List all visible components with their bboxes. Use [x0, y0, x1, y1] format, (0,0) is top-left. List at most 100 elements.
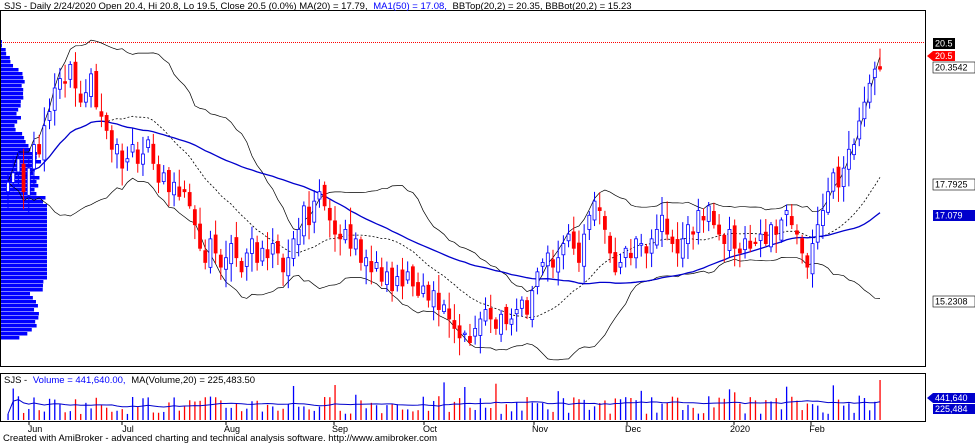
profile-bar [1, 100, 21, 104]
profile-bar [1, 288, 43, 292]
candle-body [369, 261, 374, 273]
candle-body [42, 125, 47, 161]
x-tick-label: Jun [28, 424, 43, 434]
volume-bar [106, 407, 108, 420]
volume-bar [282, 408, 284, 420]
candle-body [660, 214, 664, 232]
candle-body [670, 236, 675, 244]
volume-bar [531, 402, 533, 420]
volume-bar [12, 388, 14, 420]
volume-bar [645, 413, 648, 420]
candle-body [686, 224, 690, 245]
candle-body [800, 238, 805, 254]
candle-body [395, 276, 400, 287]
volume-bar [671, 396, 674, 420]
candle-body [146, 139, 151, 148]
volume-ma-value: 225,484 [935, 404, 968, 414]
candle-body [322, 184, 327, 207]
volume-bar [391, 404, 393, 420]
candle-body [577, 242, 581, 263]
volume-bar [599, 403, 601, 420]
volume-bar [386, 405, 388, 420]
profile-bar [1, 264, 47, 268]
candle-body [343, 229, 348, 241]
candle-body [805, 255, 810, 268]
volume-bar [760, 413, 762, 420]
volume-bar [874, 401, 876, 420]
volume-bar [458, 398, 461, 420]
volume-bar [194, 401, 196, 420]
volume-bar [583, 399, 585, 420]
candle-body [504, 306, 509, 325]
bbtop-label: 20.3542 [932, 61, 975, 74]
volume-bar [246, 408, 248, 420]
profile-bar [1, 276, 47, 280]
volume-bar [111, 411, 113, 420]
candle-body [561, 243, 566, 256]
profile-bar [1, 280, 44, 284]
profile-bar [1, 160, 42, 164]
volume-bar [796, 400, 798, 420]
volume-bar [567, 412, 570, 420]
profile-bar [1, 328, 32, 332]
volume-bar [74, 399, 77, 420]
bbbot-value: 15.2308 [935, 297, 968, 307]
candle-body [208, 238, 213, 268]
candle-body [795, 230, 799, 235]
volume-bar [552, 411, 554, 420]
volume-bar [697, 413, 700, 420]
candle-body [229, 243, 234, 265]
candle-body [613, 252, 618, 273]
x-tick-label: Feb [809, 424, 825, 434]
candle-body [6, 181, 10, 193]
volume-bar [69, 411, 71, 420]
volume-bar [785, 386, 788, 420]
candle-body [68, 64, 73, 80]
profile-bar [1, 48, 6, 52]
volume-bar [189, 400, 191, 420]
profile-bar [1, 184, 39, 188]
candle-body [442, 304, 446, 312]
candle-body [717, 224, 721, 235]
candle-body [182, 189, 187, 193]
volume-bar [168, 402, 170, 420]
volume-bar [739, 403, 741, 420]
candle-body [452, 320, 457, 329]
volume-bar [80, 413, 82, 420]
candle-body [675, 239, 680, 254]
volume-bar [157, 412, 160, 420]
profile-bar [1, 152, 37, 156]
volume-bar [360, 400, 362, 420]
volume-bar [230, 407, 232, 420]
candle-body [16, 158, 21, 173]
last-close-value: 20.5 [935, 39, 953, 49]
candle-body [623, 247, 628, 258]
candle-body [592, 200, 597, 221]
volume-header-prefix: SJS - [4, 375, 27, 386]
volume-bar [313, 410, 315, 420]
profile-bar [1, 40, 2, 44]
profile-bar [1, 104, 21, 108]
volume-bar [562, 398, 565, 420]
candle-body [654, 229, 659, 246]
candle-body [732, 225, 737, 249]
volume-bar [822, 412, 824, 420]
volume-bar [308, 409, 310, 420]
volume-bar [510, 411, 513, 420]
ma50-label: 17.079 [933, 210, 975, 221]
volume-bar [33, 397, 35, 420]
volume-bar [635, 400, 637, 420]
volume-ma-label: 225,484 [933, 404, 975, 414]
profile-bar [1, 176, 40, 180]
volume-bar [95, 397, 97, 420]
candle-body [426, 284, 431, 301]
volume-bar [780, 409, 783, 420]
candle-body [89, 73, 93, 97]
candle-body [878, 66, 882, 70]
candle-body [644, 246, 649, 254]
volume-bar [142, 398, 144, 420]
candle-body [296, 229, 301, 246]
candle-body [727, 229, 732, 251]
volume-bar [588, 409, 591, 420]
